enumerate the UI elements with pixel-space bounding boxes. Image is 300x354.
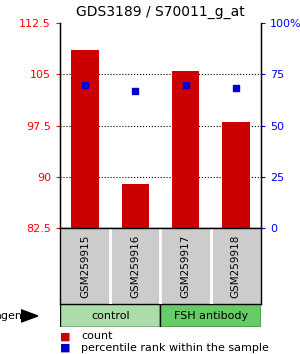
Text: GSM259916: GSM259916 [130,235,140,298]
Title: GDS3189 / S70011_g_at: GDS3189 / S70011_g_at [76,5,245,19]
Text: agent: agent [0,311,26,321]
Text: GSM259918: GSM259918 [231,235,241,298]
Text: count: count [81,331,112,341]
Polygon shape [21,310,38,322]
Bar [122,184,149,228]
Bar [172,71,200,228]
Bar [60,304,160,327]
Text: GSM259915: GSM259915 [80,235,90,298]
Text: ■: ■ [60,331,70,341]
Text: percentile rank within the sample: percentile rank within the sample [81,343,269,353]
Text: ■: ■ [60,343,70,353]
Text: GSM259917: GSM259917 [181,235,190,298]
Text: FSH antibody: FSH antibody [174,311,248,321]
Text: control: control [91,311,130,321]
Bar [222,122,250,228]
Bar [71,50,99,228]
Bar [160,304,261,327]
